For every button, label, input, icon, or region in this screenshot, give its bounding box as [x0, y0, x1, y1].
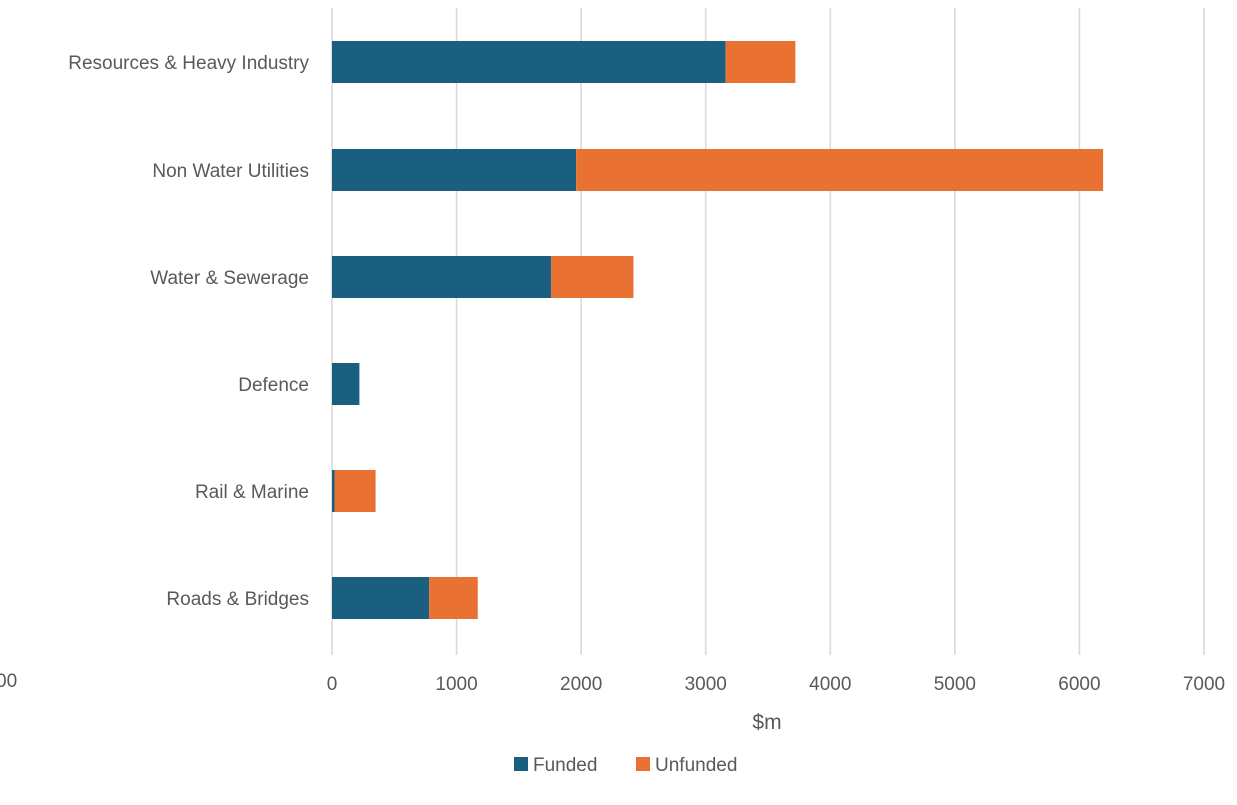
- category-label: Rail & Marine: [195, 482, 309, 503]
- x-tick-label: 7000: [1183, 674, 1225, 695]
- bar-unfunded-4: [576, 149, 1104, 191]
- bar-funded-2: [332, 363, 360, 405]
- category-label: Water & Sewerage: [150, 268, 309, 289]
- bar-unfunded-0: [429, 577, 478, 619]
- bar-funded-3: [332, 256, 552, 298]
- legend-swatch-unfunded: [636, 757, 650, 771]
- bar-unfunded-3: [551, 256, 634, 298]
- x-tick-label: 0: [327, 674, 338, 695]
- x-tick-label: 1000: [435, 674, 477, 695]
- x-tick-label: 6000: [1058, 674, 1100, 695]
- x-tick-label: 4000: [809, 674, 851, 695]
- category-label: Roads & Bridges: [166, 589, 309, 610]
- category-label: Non Water Utilities: [152, 161, 309, 182]
- gridlines: [331, 8, 1205, 655]
- legend-swatch-funded: [514, 757, 528, 771]
- x-tick-label: 2000: [560, 674, 602, 695]
- category-label: Resources & Heavy Industry: [68, 53, 309, 74]
- x-axis-title: $m: [752, 711, 781, 734]
- category-labels: Roads & Bridges Rail & Marine Defence Water…: [68, 53, 309, 610]
- x-tick-label: 3000: [685, 674, 727, 695]
- bar-funded-1: [332, 470, 335, 512]
- bar-funded-4: [332, 149, 577, 191]
- legend-label-unfunded: Unfunded: [655, 755, 737, 776]
- legend-label-funded: Funded: [533, 755, 597, 776]
- legend: Funded Unfunded: [514, 755, 737, 776]
- clipped-tick-label: 00: [0, 671, 17, 692]
- bar-unfunded-1: [334, 470, 376, 512]
- bar-unfunded-5: [725, 41, 796, 83]
- bars: [332, 41, 1104, 619]
- bar-funded-0: [332, 577, 430, 619]
- bar-funded-5: [332, 41, 726, 83]
- category-label: Defence: [238, 375, 309, 396]
- x-tick-labels: 0 1000 2000 3000 4000 5000 6000 7000: [327, 674, 1225, 695]
- x-tick-label: 5000: [934, 674, 976, 695]
